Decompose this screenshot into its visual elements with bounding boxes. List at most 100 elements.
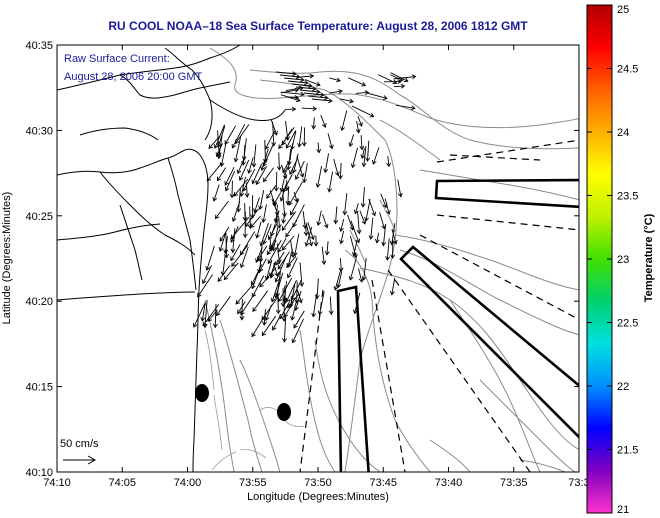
current-vector-head bbox=[361, 276, 367, 281]
y-tick-label: 40:35 bbox=[25, 40, 53, 52]
current-vector-head bbox=[304, 242, 310, 247]
current-vector-head bbox=[253, 208, 258, 214]
current-vector-head bbox=[213, 144, 219, 149]
current-vector-head bbox=[339, 227, 344, 232]
current-vector-head bbox=[308, 83, 313, 89]
colorbar-tick-label: 23.5 bbox=[617, 191, 638, 203]
current-vector-head bbox=[247, 169, 252, 174]
current-vector-head bbox=[338, 174, 343, 180]
current-vector bbox=[201, 304, 206, 321]
x-tick-label: 73:55 bbox=[239, 477, 267, 489]
x-tick-label: 74:10 bbox=[43, 477, 71, 489]
current-vector bbox=[257, 245, 268, 261]
current-vector bbox=[271, 198, 279, 215]
current-vector bbox=[267, 239, 282, 264]
current-vector-head bbox=[292, 251, 298, 257]
current-vector-head bbox=[206, 176, 212, 182]
current-vector bbox=[253, 144, 257, 167]
current-vector-head bbox=[285, 143, 291, 149]
current-vector bbox=[277, 251, 290, 270]
current-vector-head bbox=[212, 196, 218, 202]
current-vector bbox=[324, 153, 329, 173]
x-axis-ticks: 74:10 74:05 74:00 73:55 73:50 73:45 73:40 73:35… bbox=[43, 45, 590, 489]
current-vector-head bbox=[216, 152, 222, 157]
current-vector-head bbox=[403, 77, 409, 83]
current-vector bbox=[216, 296, 231, 316]
current-vector-head bbox=[291, 338, 297, 344]
current-vector bbox=[282, 193, 286, 217]
current-vector-head bbox=[236, 169, 242, 175]
current-vector-head bbox=[392, 79, 398, 85]
current-vector-head bbox=[262, 158, 268, 164]
x-tick-label: 73:40 bbox=[435, 477, 463, 489]
current-vector bbox=[351, 147, 358, 168]
current-vector-head bbox=[298, 298, 303, 304]
current-vector-head bbox=[260, 166, 266, 172]
current-vector-head bbox=[281, 219, 287, 224]
current-vector-head bbox=[239, 316, 245, 321]
current-vector-head bbox=[386, 162, 392, 168]
current-vector bbox=[217, 130, 220, 157]
current-vector bbox=[390, 72, 409, 82]
current-vector bbox=[256, 221, 262, 238]
current-vector bbox=[263, 224, 272, 245]
current-vector-head bbox=[202, 323, 208, 329]
current-vector bbox=[317, 210, 322, 226]
current-vector-head bbox=[223, 249, 229, 255]
current-vector bbox=[222, 254, 226, 276]
current-vector-head bbox=[274, 272, 279, 277]
current-vector bbox=[230, 217, 250, 239]
y-tick-label: 40:10 bbox=[25, 467, 53, 479]
current-vector-head bbox=[358, 277, 364, 283]
current-vector bbox=[204, 299, 208, 328]
current-vector-head bbox=[224, 181, 229, 186]
current-vector bbox=[276, 270, 281, 297]
current-vector-head bbox=[273, 187, 279, 192]
current-vector-head bbox=[250, 214, 256, 219]
current-vector bbox=[275, 272, 284, 298]
current-vector bbox=[295, 290, 302, 311]
current-vector-head bbox=[259, 241, 265, 247]
current-vector-head bbox=[364, 90, 370, 96]
current-vector bbox=[280, 91, 305, 95]
current-vector-head bbox=[242, 233, 248, 239]
current-vector-head bbox=[369, 112, 375, 118]
current-vector-head bbox=[397, 192, 403, 198]
current-vector-head bbox=[349, 98, 354, 104]
current-vector bbox=[271, 276, 281, 302]
colorbar-ticks: 25 24.5 24 23.5 23 22.5 22 21.5 21 bbox=[587, 4, 638, 516]
current-vector-head bbox=[237, 309, 242, 315]
current-vector bbox=[224, 236, 228, 254]
current-vector-head bbox=[282, 174, 288, 180]
current-vector-head bbox=[390, 254, 396, 259]
current-vector bbox=[217, 167, 227, 181]
current-vector bbox=[202, 265, 212, 284]
current-vector bbox=[329, 77, 341, 82]
current-vector-head bbox=[308, 241, 314, 247]
current-vector-head bbox=[269, 273, 275, 279]
current-vector bbox=[225, 170, 236, 191]
current-vector bbox=[297, 289, 302, 303]
current-vector-head bbox=[267, 259, 272, 265]
current-vector-head bbox=[212, 323, 218, 329]
current-vector bbox=[280, 168, 288, 192]
current-vector-head bbox=[281, 226, 287, 231]
current-vector bbox=[275, 251, 285, 266]
current-vector bbox=[276, 243, 280, 264]
current-vector-head bbox=[269, 231, 275, 237]
current-vector-head bbox=[310, 235, 315, 241]
current-vector bbox=[269, 228, 281, 250]
current-vector-head bbox=[355, 128, 361, 134]
current-vector bbox=[259, 267, 277, 288]
current-vector-head bbox=[266, 194, 271, 199]
current-vector-head bbox=[297, 142, 302, 148]
current-vector-head bbox=[291, 168, 297, 174]
current-vector bbox=[263, 309, 266, 326]
current-vector bbox=[265, 259, 273, 280]
current-vector-head bbox=[295, 97, 301, 103]
current-vector-head bbox=[361, 219, 367, 225]
current-vector bbox=[349, 134, 354, 147]
current-vector bbox=[293, 153, 299, 173]
lane-east bbox=[434, 178, 579, 209]
current-vector bbox=[223, 262, 239, 280]
